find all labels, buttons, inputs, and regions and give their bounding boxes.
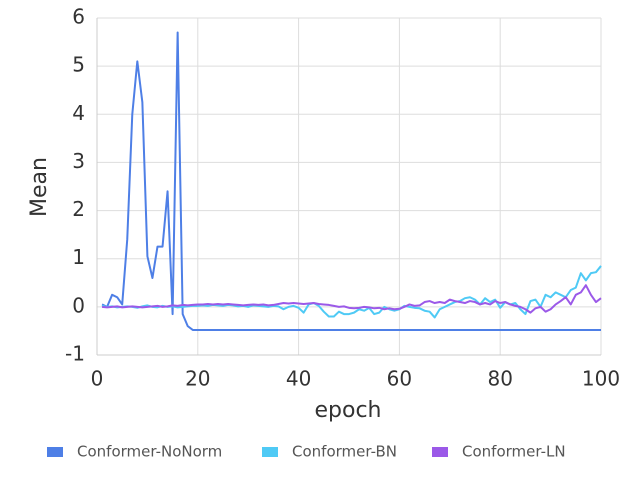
y-tick-label: 4 — [72, 101, 85, 125]
x-axis-label: epoch — [315, 398, 382, 423]
x-tick-label: 60 — [387, 367, 412, 391]
y-tick-label: -1 — [65, 342, 85, 366]
x-tick-label: 100 — [582, 367, 620, 391]
x-tick-label: 20 — [185, 367, 210, 391]
series-line — [101, 284, 602, 314]
y-tick-label: 2 — [72, 197, 85, 221]
y-tick-label: 1 — [72, 245, 85, 269]
x-tick-label: 0 — [91, 367, 104, 391]
legend-label: Conformer-LN — [462, 443, 566, 461]
legend-swatch — [432, 447, 448, 457]
legend-label: Conformer-BN — [292, 443, 397, 461]
y-axis-label: Mean — [27, 157, 52, 217]
y-tick-label: 0 — [72, 293, 85, 317]
y-tick-label: 6 — [72, 5, 85, 29]
y-tick-label: 3 — [72, 149, 85, 173]
legend-swatch — [47, 447, 63, 457]
legend-swatch — [262, 447, 278, 457]
series-line — [101, 31, 601, 331]
x-tick-label: 80 — [487, 367, 512, 391]
y-tick-label: 5 — [72, 53, 85, 77]
x-tick-label: 40 — [286, 367, 311, 391]
legend-label: Conformer-NoNorm — [77, 443, 222, 461]
